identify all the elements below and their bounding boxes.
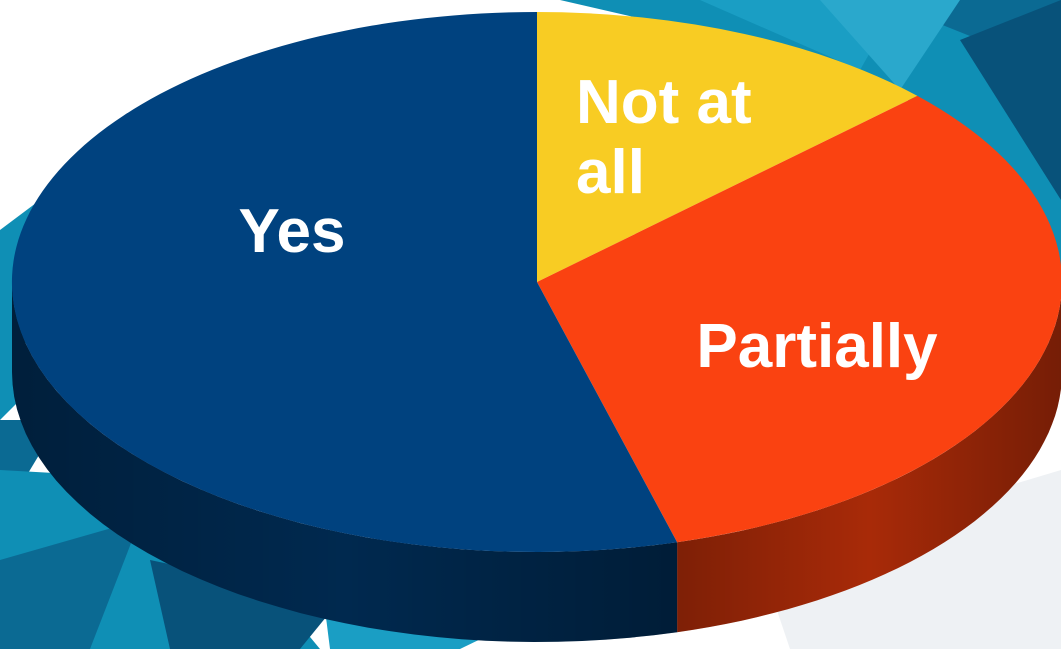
pie-slice-not-at-all xyxy=(537,11,918,282)
slice-label-not-at-all-line-2: all xyxy=(576,138,645,207)
slice-label-not-at-all-line-1: Not at xyxy=(576,68,752,137)
pie-sides xyxy=(12,282,1061,642)
slice-label-yes-line-1: Yes xyxy=(239,197,346,266)
slice-label-not-at-all: Not at all xyxy=(576,68,769,207)
pie-side-shade xyxy=(677,298,1061,633)
bg-shard xyxy=(150,560,340,649)
pie-slice-yes xyxy=(11,12,678,552)
bg-shard xyxy=(0,520,140,649)
pie-tops xyxy=(11,11,1061,552)
slice-label-yes: Yes xyxy=(239,197,346,266)
slice-label-partially: Partially xyxy=(696,312,938,381)
bg-shard xyxy=(560,0,1061,290)
bg-shard xyxy=(820,0,960,90)
pie-slice-partially xyxy=(537,95,1061,543)
pie-side-shade xyxy=(12,282,678,642)
bg-shard xyxy=(960,0,1061,200)
slice-label-partially-line-1: Partially xyxy=(696,312,938,381)
